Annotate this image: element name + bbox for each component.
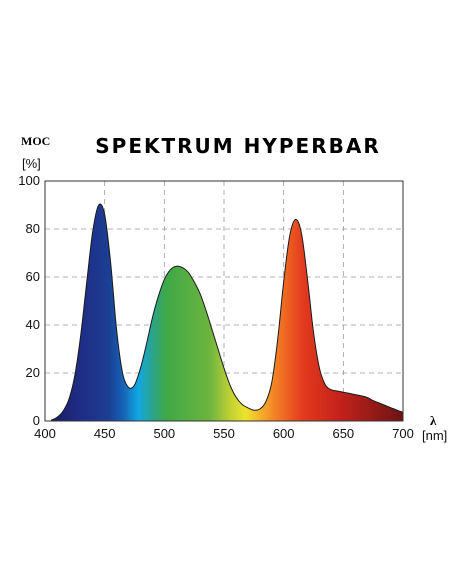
y-tick-label: 60	[26, 269, 40, 284]
x-tick-label: 650	[332, 426, 354, 441]
y-axis-title: MOC	[21, 134, 50, 148]
y-tick-label: 100	[18, 173, 40, 188]
axis-ticks: 400 450 500 550 600 650 700 0 20 40 60 80 100	[18, 173, 414, 441]
spectrum-curve	[50, 203, 404, 421]
y-tick-label: 80	[26, 221, 40, 236]
x-tick-label: 600	[273, 426, 295, 441]
x-tick-label: 700	[392, 426, 414, 441]
chart-title: SPEKTRUM HYPERBAR	[95, 134, 380, 158]
x-tick-label: 500	[153, 426, 175, 441]
y-tick-label: 20	[26, 365, 40, 380]
y-tick-label: 0	[33, 413, 40, 428]
x-tick-label: 550	[213, 426, 235, 441]
plot-frame	[44, 180, 404, 422]
x-axis-title: λ	[430, 413, 437, 428]
spectrum-area	[50, 203, 403, 421]
x-axis-unit: [nm]	[422, 428, 447, 443]
x-tick-label: 400	[34, 426, 56, 441]
y-axis-unit: [%]	[22, 156, 41, 171]
y-tick-label: 40	[26, 317, 40, 332]
x-tick-label: 450	[94, 426, 116, 441]
